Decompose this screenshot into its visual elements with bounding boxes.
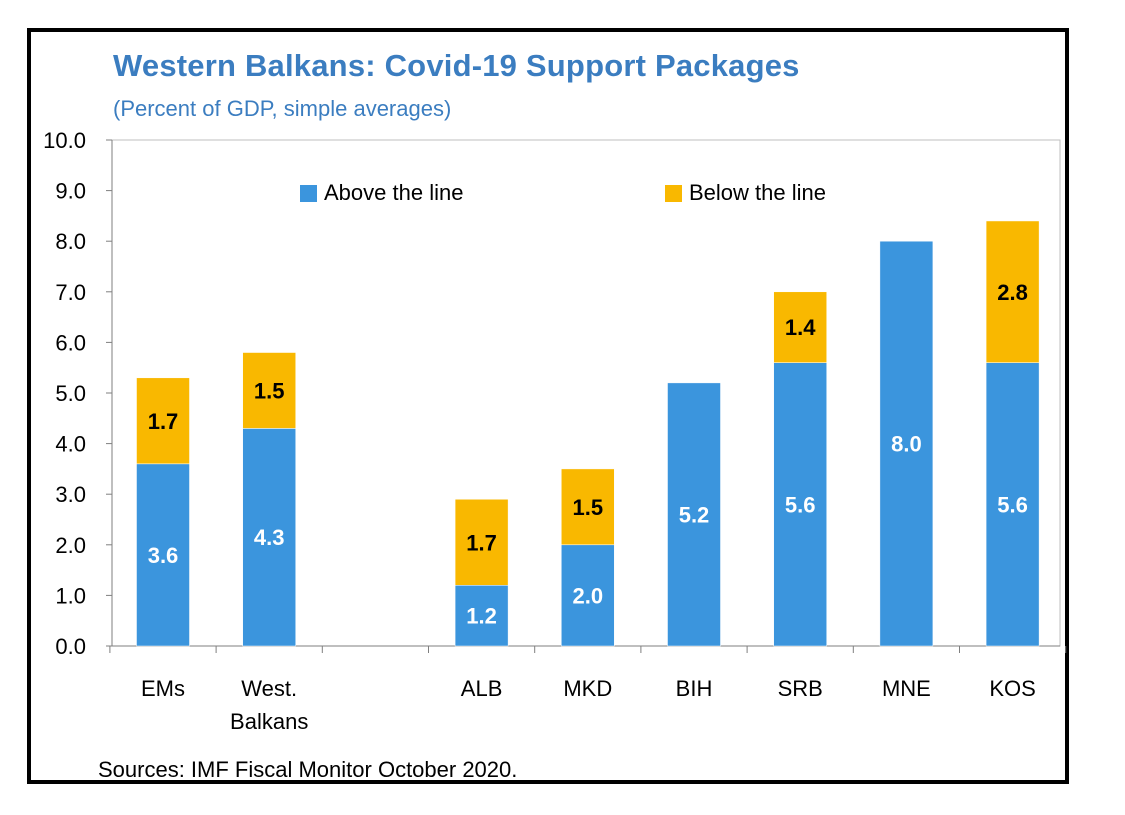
x-tick-label: SRB xyxy=(778,676,823,701)
legend-swatch-above xyxy=(300,184,317,202)
y-tick-label: 2.0 xyxy=(55,533,86,558)
bar-above-the-line xyxy=(773,362,827,647)
data-label-below: 1.4 xyxy=(785,315,816,340)
data-label-below: 2.8 xyxy=(997,280,1028,305)
x-tick-label: KOS xyxy=(989,676,1035,701)
x-tick-label: Balkans xyxy=(230,709,308,734)
x-tick-label: ALB xyxy=(461,676,503,701)
legend-swatch-below xyxy=(665,184,682,202)
x-tick-label: BIH xyxy=(676,676,713,701)
y-tick-label: 3.0 xyxy=(55,482,86,507)
y-tick-label: 6.0 xyxy=(55,330,86,355)
data-label-above: 3.6 xyxy=(148,543,179,568)
data-label-below: 1.5 xyxy=(573,495,604,520)
x-tick-label: MKD xyxy=(563,676,612,701)
legend-item-above: Above the line xyxy=(300,180,463,206)
x-tick-label: West. xyxy=(241,676,297,701)
y-tick-label: 0.0 xyxy=(55,634,86,659)
bar-below-the-line xyxy=(136,377,190,465)
bar-below-the-line xyxy=(773,291,827,363)
y-tick-label: 5.0 xyxy=(55,381,86,406)
bar-below-the-line xyxy=(242,352,296,429)
data-label-above: 1.2 xyxy=(466,604,497,629)
data-label-above: 5.6 xyxy=(997,492,1028,517)
x-tick-label: MNE xyxy=(882,676,931,701)
data-label-above: 5.6 xyxy=(785,492,816,517)
y-tick-label: 1.0 xyxy=(55,583,86,608)
data-label-above: 8.0 xyxy=(891,432,922,457)
source-note: Sources: IMF Fiscal Monitor October 2020… xyxy=(98,757,518,782)
data-label-below: 1.7 xyxy=(148,409,179,434)
chart-title: Western Balkans: Covid-19 Support Packag… xyxy=(113,48,800,83)
legend-label-below: Below the line xyxy=(689,180,826,205)
y-tick-label: 10.0 xyxy=(43,128,86,153)
bar-below-the-line xyxy=(454,499,509,586)
bar-above-the-line xyxy=(667,382,721,647)
y-tick-label: 9.0 xyxy=(55,179,86,204)
data-label-above: 2.0 xyxy=(573,583,604,608)
y-tick-label: 7.0 xyxy=(55,280,86,305)
bar-below-the-line xyxy=(985,220,1040,363)
data-label-above: 5.2 xyxy=(679,502,710,527)
chart-subtitle: (Percent of GDP, simple averages) xyxy=(113,96,452,121)
data-label-below: 1.7 xyxy=(466,530,497,555)
bar-above-the-line xyxy=(136,463,190,647)
y-tick-label: 8.0 xyxy=(55,229,86,254)
bar-above-the-line xyxy=(879,240,934,647)
bar-above-the-line xyxy=(242,428,296,647)
x-tick-label: EMs xyxy=(141,676,185,701)
legend-label-above: Above the line xyxy=(324,180,464,205)
bar-below-the-line xyxy=(561,468,615,546)
data-label-above: 4.3 xyxy=(254,525,285,550)
legend-item-below: Below the line xyxy=(665,180,826,206)
data-label-below: 1.5 xyxy=(254,378,285,403)
y-tick-label: 4.0 xyxy=(55,432,86,457)
bar-above-the-line xyxy=(454,585,509,647)
bar-above-the-line xyxy=(985,362,1040,647)
bar-above-the-line xyxy=(561,544,615,647)
